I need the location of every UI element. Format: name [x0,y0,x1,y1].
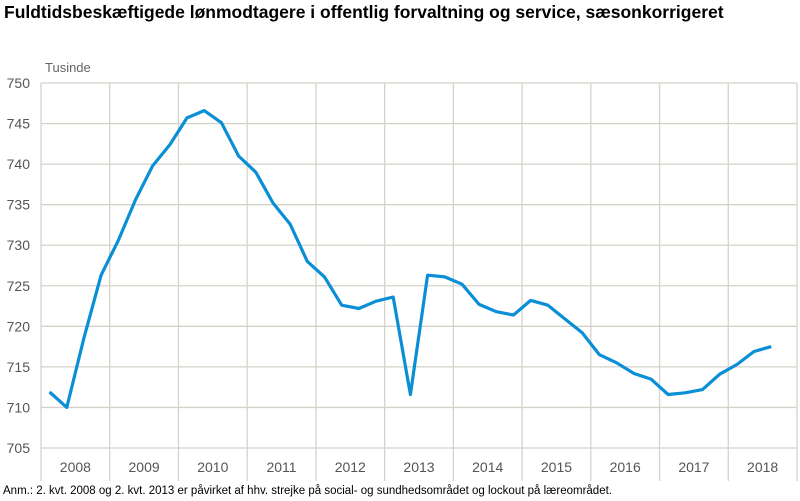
y-tick-label: 730 [7,237,31,253]
chart-note: Anm.: 2. kvt. 2008 og 2. kvt. 2013 er på… [3,485,612,497]
x-tick-label: 2011 [266,459,296,475]
x-tick-label: 2017 [678,459,709,475]
y-axis-unit: Tusinde [45,60,91,75]
y-tick-label: 740 [7,156,31,172]
x-tick-label: 2015 [541,459,572,475]
y-tick-label: 720 [7,318,31,334]
chart-title: Fuldtidsbeskæftigede lønmodtagere i offe… [4,2,724,22]
y-tick-label: 750 [7,75,31,91]
y-tick-label: 710 [7,399,31,415]
x-tick-label: 2013 [403,459,434,475]
x-tick-label: 2014 [472,459,503,475]
x-tick-label: 2009 [129,459,160,475]
y-tick-label: 715 [7,359,31,375]
series-line [48,108,772,409]
y-tick-label: 705 [7,440,31,456]
y-tick-label: 725 [7,278,31,294]
x-tick-label: 2010 [197,459,228,475]
x-tick-label: 2018 [747,459,778,475]
y-tick-label: 735 [7,197,31,213]
x-tick-label: 2012 [335,459,366,475]
y-tick-label: 745 [7,116,31,132]
x-tick-label: 2008 [60,459,91,475]
x-tick-label: 2016 [610,459,641,475]
